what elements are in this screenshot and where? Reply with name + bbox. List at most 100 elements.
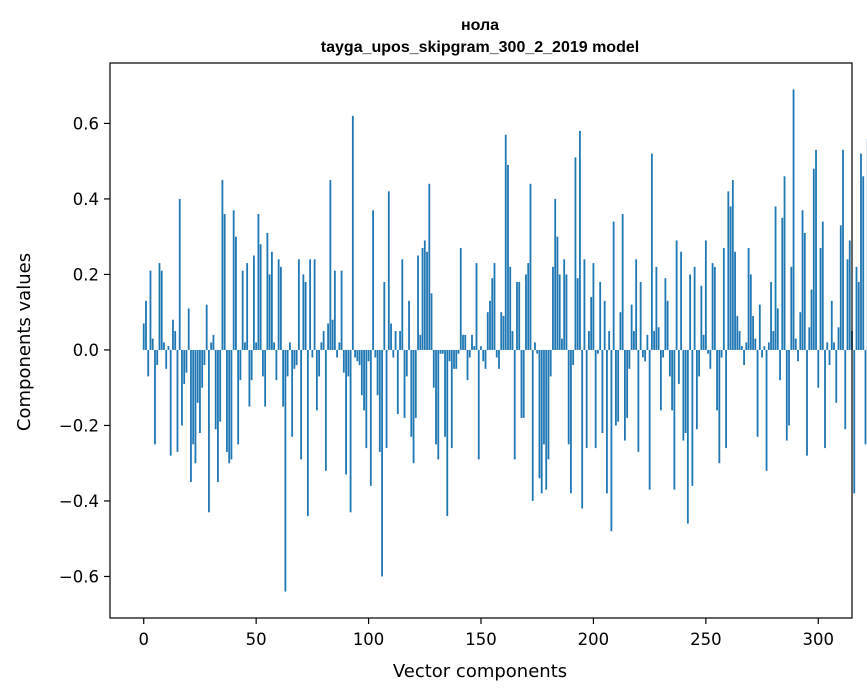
bar	[855, 266, 858, 350]
bar	[273, 342, 276, 350]
bar	[226, 349, 228, 452]
bar	[331, 319, 334, 350]
bar	[403, 349, 406, 418]
bar	[185, 349, 188, 373]
bar	[549, 349, 552, 377]
bar	[428, 183, 431, 350]
bar	[156, 349, 159, 366]
bar	[453, 349, 455, 369]
bar	[799, 312, 802, 350]
bar	[862, 176, 865, 350]
bar	[405, 349, 408, 377]
bar	[435, 349, 437, 445]
bar	[237, 349, 240, 445]
bar	[554, 198, 557, 350]
bar	[284, 349, 287, 592]
bar	[536, 349, 539, 354]
bar	[466, 349, 469, 381]
bar	[633, 331, 635, 350]
bar	[210, 342, 213, 350]
bar	[702, 334, 705, 350]
bar	[264, 349, 267, 407]
x-tick-label: 0	[138, 630, 149, 649]
bar	[282, 349, 285, 407]
bar	[664, 278, 667, 350]
bar	[486, 312, 489, 350]
bar	[531, 349, 534, 501]
bar	[176, 349, 179, 452]
bar	[356, 349, 359, 362]
bar	[187, 308, 190, 350]
bar	[381, 349, 383, 577]
bar	[250, 349, 253, 381]
bar	[457, 349, 460, 354]
bar	[365, 349, 368, 449]
bar	[277, 259, 280, 350]
bar	[639, 281, 642, 350]
bar	[239, 349, 242, 381]
bar	[842, 149, 844, 350]
bar	[345, 349, 347, 475]
bar	[754, 338, 757, 350]
bar	[734, 251, 736, 350]
bar	[214, 349, 217, 430]
bar	[615, 349, 617, 426]
bar	[810, 289, 813, 350]
y-tick-label: −0.6	[59, 567, 99, 586]
bar	[459, 248, 462, 350]
bar	[747, 248, 750, 350]
bar	[295, 349, 298, 366]
bar	[165, 349, 168, 369]
bar	[385, 349, 388, 449]
bar	[378, 349, 381, 452]
bar	[608, 331, 611, 350]
bar	[556, 236, 559, 350]
bar	[684, 349, 687, 433]
bar	[142, 323, 145, 350]
bar	[848, 240, 851, 350]
bar	[513, 349, 516, 460]
bar	[806, 349, 808, 456]
bar	[360, 349, 363, 396]
bar	[821, 221, 824, 350]
bar	[259, 244, 262, 350]
bar	[158, 263, 161, 350]
bar	[648, 349, 651, 490]
y-tick-label: 0.4	[73, 190, 99, 209]
bar	[835, 349, 838, 403]
bar	[241, 270, 244, 350]
bar	[246, 263, 249, 350]
bar	[752, 315, 754, 350]
bar	[347, 349, 350, 377]
y-tick-label: 0.2	[73, 265, 99, 284]
bar	[590, 297, 593, 350]
bar	[552, 266, 554, 350]
bar	[561, 338, 563, 350]
bar	[837, 327, 840, 350]
bar	[363, 349, 365, 411]
x-tick-label: 100	[353, 630, 385, 649]
bar	[275, 349, 278, 381]
bar	[410, 349, 413, 437]
bar	[635, 259, 638, 350]
bar	[376, 349, 379, 396]
bar	[558, 274, 561, 350]
bar	[430, 293, 433, 350]
bar	[462, 334, 464, 350]
bar	[774, 206, 777, 350]
bar	[504, 134, 507, 350]
bar	[763, 346, 766, 350]
bar	[426, 251, 428, 350]
bar	[779, 349, 781, 381]
bar	[776, 308, 779, 350]
bar	[349, 349, 352, 513]
bar	[819, 248, 822, 350]
bar	[367, 349, 370, 362]
bar	[324, 349, 327, 471]
bar	[826, 342, 829, 350]
bar	[181, 349, 183, 426]
bar	[468, 349, 471, 358]
bar	[199, 349, 201, 433]
bar	[846, 259, 849, 350]
